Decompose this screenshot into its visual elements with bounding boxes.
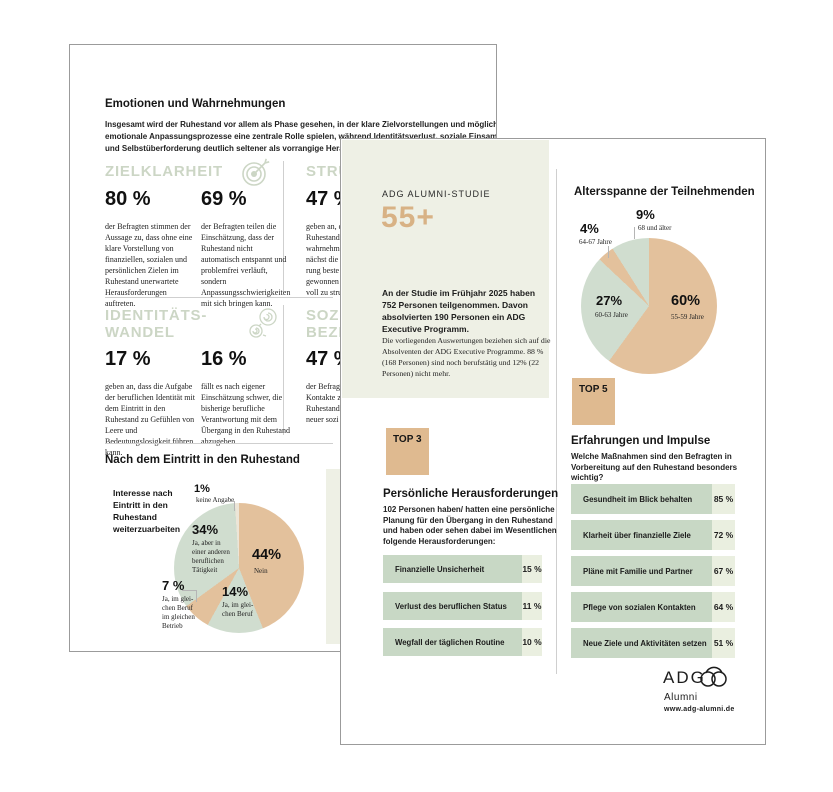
adg-logo-url: www.adg-alumni.de: [664, 706, 735, 713]
pie-label-pct: 44%: [252, 547, 282, 563]
stat-text: fällt es nach eigener Einschätzung schwe…: [201, 382, 290, 446]
divider: [283, 305, 284, 435]
study-bold-paragraph: An der Studie im Frühjahr 2025 haben 752…: [382, 288, 536, 334]
bar-value: 11 %: [522, 592, 542, 620]
bar-label: Klarheit über finanzielle Ziele: [571, 520, 712, 550]
age-chart-title: Altersspanne der Teilnehmenden: [574, 186, 755, 198]
callout-line: [196, 590, 197, 602]
impulses-title: Erfahrungen und Impulse: [571, 435, 711, 447]
bar-label: Pläne mit Familie und Partner: [571, 556, 712, 586]
bar-value: 15 %: [522, 555, 542, 583]
pie-chart-age: [581, 238, 717, 374]
impulse-bar-row: Gesundheit im Blick behalten 85 %: [571, 484, 735, 514]
pie-label-text: 55-59 Jahre: [671, 313, 704, 321]
stat-text: geben an, dass die Aufgabe der beruflich…: [105, 382, 195, 457]
stat-text: der Befragten teilen die Einschätzung, d…: [201, 222, 291, 308]
pie-label-pct: 4%: [580, 221, 599, 236]
pie-label-pct: 14%: [222, 584, 249, 599]
callout-line: [234, 501, 235, 511]
pie-label-text: 64-67 Jahre: [579, 238, 612, 246]
heading-struktur-clipped: STRU: [306, 163, 351, 180]
challenge-bar-row: Wegfall der täglichen Routine 10 %: [383, 628, 542, 656]
bar-label: Neue Ziele und Aktivitäten setzen: [571, 628, 712, 658]
bar-label: Finanzielle Unsicherheit: [383, 555, 522, 583]
divider: [556, 169, 557, 674]
pie-label-text: Ja, im glei- chen Beruf: [222, 601, 254, 618]
pie-label-pct: 1%: [194, 483, 210, 495]
heading-identitaetswandel: IDENTITÄTS- WANDEL: [105, 307, 208, 341]
pie-chart-work-interest: [174, 503, 304, 633]
study-badge-55plus: 55+: [381, 201, 435, 234]
challenges-title: Persönliche Herausforderungen: [383, 488, 559, 500]
bar-value: 72 %: [712, 520, 735, 550]
pie-label-pct: 7 %: [162, 578, 185, 593]
impulse-bar-row: Pläne mit Familie und Partner 67 %: [571, 556, 735, 586]
front-page: ADG ALUMNI-STUDIE 55+ An der Studie im F…: [340, 138, 766, 745]
bar-label: Pflege von sozialen Kontakten: [571, 592, 712, 622]
callout-line: [608, 246, 609, 258]
work-section-title: Nach dem Eintritt in den Ruhestand: [105, 454, 300, 466]
adg-logo-icon: [698, 662, 728, 693]
stat-text-clipped: geben an, d Ruhestand wahrnehm nächst di…: [306, 222, 343, 297]
stat-text: der Befragten stimmen der Aussage zu, da…: [105, 222, 193, 308]
impulses-subtitle: Welche Maßnahmen sind den Befragten in V…: [571, 452, 738, 482]
adg-logo-text: ADG: [663, 668, 706, 687]
pie-label-text: Ja, im glei- chen Beruf im gleichen Betr…: [162, 595, 195, 630]
adg-logo-subtitle: Alumni: [664, 692, 698, 703]
bar-value: 64 %: [712, 592, 735, 622]
bar-label: Verlust des beruflichen Status: [383, 592, 522, 620]
challenge-bar-row: Verlust des beruflichen Status 11 %: [383, 592, 542, 620]
impulse-bar-row: Pflege von sozialen Kontakten 64 %: [571, 592, 735, 622]
heading-soziale-clipped: SOZ BEZI: [306, 307, 344, 341]
bar-value: 67 %: [712, 556, 735, 586]
pie-label-text: 60-63 Jahre: [595, 311, 628, 319]
target-icon: [240, 157, 272, 194]
challenges-intro: 102 Personen haben/ hatten eine persönli…: [383, 505, 557, 546]
pie-label-text: Ja, aber in einer anderen beruflichen Tä…: [192, 539, 230, 574]
pie-label-text: 68 und älter: [638, 224, 672, 232]
study-small-paragraph: Die vorliegenden Auswertungen beziehen s…: [382, 336, 551, 378]
stat-value: 80 %: [105, 188, 151, 210]
callout-line: [182, 590, 196, 591]
stat-value: 17 %: [105, 348, 151, 370]
callout-line: [227, 501, 235, 502]
challenge-bar-row: Finanzielle Unsicherheit 15 %: [383, 555, 542, 583]
pie-label-text: Nein: [254, 567, 268, 575]
divider: [283, 161, 284, 291]
study-info-box: [342, 140, 549, 398]
study-label: ADG ALUMNI-STUDIE: [382, 189, 491, 199]
pie-label-pct: 34%: [192, 522, 219, 537]
bar-value: 10 %: [522, 628, 542, 656]
divider: [105, 443, 333, 444]
impulse-bar-row: Neue Ziele und Aktivitäten setzen 51 %: [571, 628, 735, 658]
callout-line: [634, 227, 635, 239]
pie-label-pct: 27%: [596, 293, 623, 308]
pie-label-pct: 60%: [671, 293, 701, 309]
divider: [105, 297, 333, 298]
bar-label: Gesundheit im Blick behalten: [571, 484, 712, 514]
stat-value: 69 %: [201, 188, 247, 210]
impulse-bar-row: Klarheit über finanzielle Ziele 72 %: [571, 520, 735, 550]
heading-zielklarheit: ZIELKLARHEIT: [105, 163, 223, 180]
back-section-title: Emotionen und Wahrnehmungen: [105, 98, 286, 110]
stat-value: 16 %: [201, 348, 247, 370]
bar-label: Wegfall der täglichen Routine: [383, 628, 522, 656]
pie-label-pct: 9%: [636, 207, 655, 222]
pie-side-label: Interesse nach Eintritt in den Ruhestand…: [113, 488, 181, 534]
top5-badge: TOP 5: [572, 378, 615, 425]
bar-value: 85 %: [712, 484, 735, 514]
bar-value: 51 %: [712, 628, 735, 658]
stat-text-clipped: der Befrag Kontakte z Ruhestand neuer so…: [306, 382, 341, 424]
mind-change-icon: [246, 305, 282, 346]
top3-badge: TOP 3: [386, 428, 429, 475]
pie-label-text: keine Angabe: [196, 496, 235, 504]
